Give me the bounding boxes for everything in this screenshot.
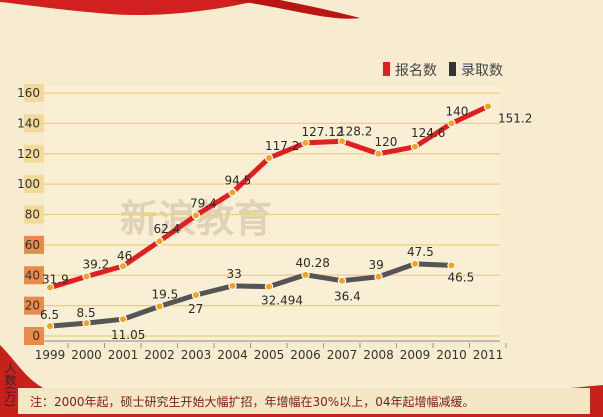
data-label-s0-2010: 140 [446,104,469,118]
data-label-s1-2000: 8.5 [77,306,96,320]
data-point-s0-2008 [374,149,383,158]
series-line-1 [47,261,454,329]
data-label-s0-2003: 79.4 [190,196,217,210]
x-tick-label-2005: 2005 [254,348,285,362]
data-label-s1-2005: 32.494 [261,294,303,308]
data-label-s1-2007: 36.4 [334,290,361,304]
data-point-s1-2004 [228,281,237,291]
data-point-s0-2006 [301,138,310,148]
data-point-s0-2002 [155,237,164,246]
x-tick-label-2004: 2004 [217,348,248,362]
data-label-s1-2001: 11.05 [111,328,145,342]
data-point-s1-2009 [410,259,420,269]
data-point-s1-2010 [447,261,456,270]
data-label-s0-2008: 120 [375,135,398,149]
legend: 报名数 录取数 [383,62,503,79]
ribbon-top-left [0,0,260,16]
data-label-s0-2000: 39.2 [83,257,110,271]
y-tick-label-160: 160 [17,86,40,100]
data-label-s1-2006: 40.28 [296,256,330,270]
y-tick-label-120: 120 [17,147,40,161]
data-point-s0-2004 [228,188,237,197]
data-point-s0-2003 [191,211,201,220]
y-tick-band-100 [24,175,44,194]
y-tick-band-40 [24,266,44,285]
data-point-s0-2005 [264,153,274,163]
data-point-s1-2001 [118,315,128,324]
legend-label-admissions: 录取数 [461,63,503,79]
data-labels: 31.939.24662.479.494.5117.2127.12128.212… [40,104,532,342]
data-label-s0-2006: 127.12 [302,125,344,139]
x-tick-label-2000: 2000 [71,348,102,362]
data-label-s1-1999: 6.5 [40,308,59,322]
data-label-s0-2009: 124.6 [411,126,445,140]
y-tick-band-80 [24,205,44,224]
x-tick-label-2010: 2010 [436,348,467,362]
data-label-s0-2005: 117.2 [265,139,299,153]
data-point-s1-2005 [264,282,274,291]
data-point-s0-2010 [447,119,456,128]
grid-lines [44,92,500,337]
data-point-s0-2011 [483,102,493,111]
data-point-s1-2008 [374,272,383,281]
data-point-s1-1999 [45,321,55,331]
y-axis: 0 20 40 60 80 100 120 140 160 [17,84,44,345]
note-band [18,388,590,414]
y-tick-label-0: 0 [32,329,40,343]
x-tick-label-1999: 1999 [35,348,66,362]
data-point-s0-2009 [410,142,420,151]
y-tick-band-140 [24,114,44,133]
data-point-s1-2002 [155,302,164,311]
y-tick-label-40: 40 [25,268,40,282]
y-tick-band-0 [24,327,44,345]
footnote: 注：2000年起，硕士研究生开始大幅扩招，年增幅在30%以上，04年起增幅减缓。 [30,394,474,409]
data-label-s1-2008: 39 [369,258,384,272]
data-point-s0-1999 [45,283,55,292]
data-label-s1-2009: 47.5 [407,245,434,259]
legend-swatch-registrations [383,62,390,76]
x-tick-label-2011: 2011 [473,348,504,362]
x-tick-label-2002: 2002 [144,348,175,362]
legend-swatch-admissions [449,62,456,76]
plot-area [44,86,500,341]
x-tick-label-2009: 2009 [400,348,431,362]
series-points [45,102,493,331]
y-tick-label-60: 60 [25,238,40,252]
x-tick-label-2008: 2008 [363,348,394,362]
y-tick-label-100: 100 [17,177,40,191]
y-tick-label-80: 80 [25,208,40,222]
legend-label-registrations: 报名数 [395,63,437,79]
y-tick-band-60 [24,235,44,254]
data-label-s0-2004: 94.5 [225,173,252,187]
y-axis-title: 人数(万) [3,362,17,408]
x-tick-label-2006: 2006 [290,348,321,362]
y-tick-band-160 [24,84,44,102]
y-tick-label-140: 140 [17,116,40,130]
x-tick-label-2003: 2003 [181,348,212,362]
data-point-s1-2003 [191,290,201,300]
data-point-s0-2001 [118,261,128,271]
y-tick-label-20: 20 [25,299,40,313]
ribbon-top-curl [230,0,360,19]
data-point-s0-2000 [82,272,91,281]
data-label-s1-2010: 46.5 [448,270,475,284]
x-tick-label-2007: 2007 [327,348,358,362]
x-tick-label-2001: 2001 [108,348,139,362]
data-label-s0-2011: 151.2 [498,111,532,125]
data-label-s1-2002: 19.5 [152,287,179,301]
data-point-s0-2007 [337,137,347,146]
data-label-s1-2003: 27 [188,302,203,316]
y-tick-band-20 [24,296,44,315]
data-label-s0-2001: 46 [117,249,132,263]
data-label-s1-2004: 33 [227,267,242,281]
data-label-s0-2002: 62.4 [154,222,181,236]
data-point-s1-2000 [82,318,91,328]
data-point-s1-2006 [301,270,310,280]
data-label-s0-2007: 128.2 [338,124,372,138]
y-tick-band-120 [24,144,44,163]
x-tick-labels: 1999 2000 2001 2002 2003 2004 2005 2006 2007 2008… [35,343,507,362]
data-point-s1-2007 [337,276,347,285]
data-label-s0-1999: 31.9 [42,273,69,287]
